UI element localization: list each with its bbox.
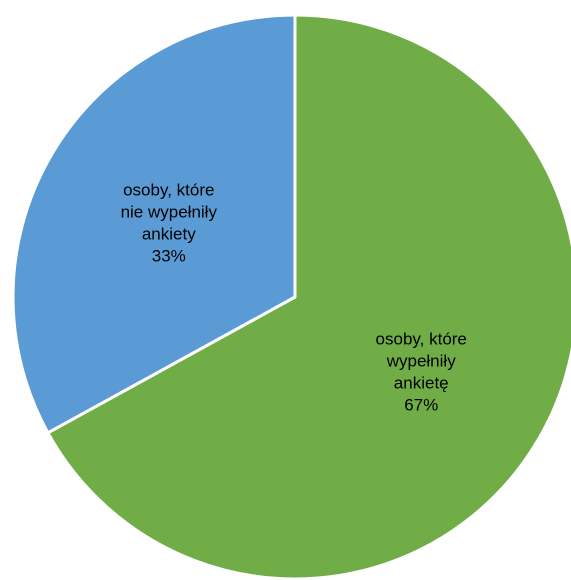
pie-slice-2: [11, 13, 297, 435]
pie-slices: [11, 13, 571, 580]
slice-percent-label: 33%: [152, 246, 186, 265]
pie-slice-1: [46, 13, 571, 580]
slice-label-line: nie wypełniły: [121, 202, 218, 221]
slice-labels: osoby, które wypełniły ankietę 67%osoby, kt…: [121, 180, 467, 414]
slice-label-line: ankietę: [394, 374, 449, 393]
slice-percent-label: 67%: [404, 396, 438, 415]
slice-label-line: osoby, które: [376, 330, 467, 349]
slice-label-2: osoby, które nie wypełniły ankiety 33%: [121, 180, 218, 265]
slice-label-1: osoby, które wypełniły ankietę 67%: [376, 330, 467, 415]
slice-label-line: ankiety: [142, 224, 196, 243]
slice-label-line: osoby, które: [123, 180, 214, 199]
slice-label-line: wypełniły: [386, 352, 456, 371]
